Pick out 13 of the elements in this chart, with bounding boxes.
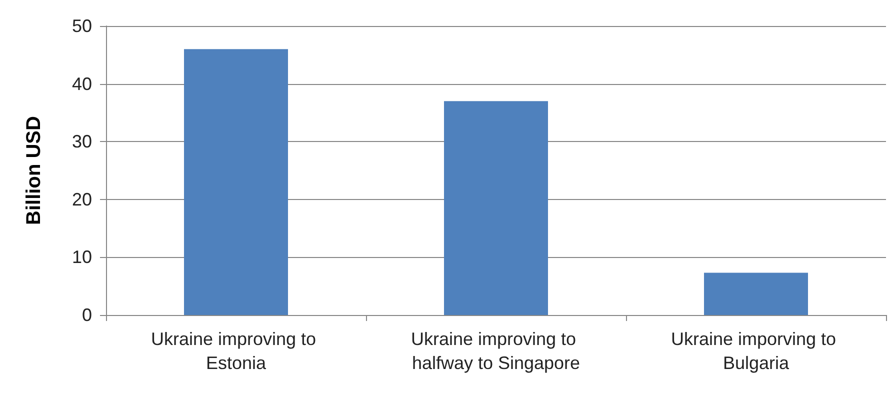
bar — [444, 101, 548, 315]
y-tick-label: 10 — [72, 247, 92, 268]
y-axis-title: Billion USD — [23, 116, 45, 225]
y-tick-label: 40 — [72, 74, 92, 94]
y-tick-label: 50 — [72, 16, 92, 36]
x-tick-label: Ukraine imporving to Bulgaria — [670, 329, 842, 373]
x-tick-label: Ukraine improving to halfway to Singapore — [410, 329, 582, 373]
x-tick-label: Ukraine improving to Estonia — [150, 329, 322, 373]
y-tick-label: 20 — [72, 189, 92, 210]
bar — [184, 49, 288, 315]
bar — [704, 272, 808, 315]
y-tick-label: 0 — [82, 305, 92, 325]
y-tick-label: 30 — [72, 132, 92, 152]
